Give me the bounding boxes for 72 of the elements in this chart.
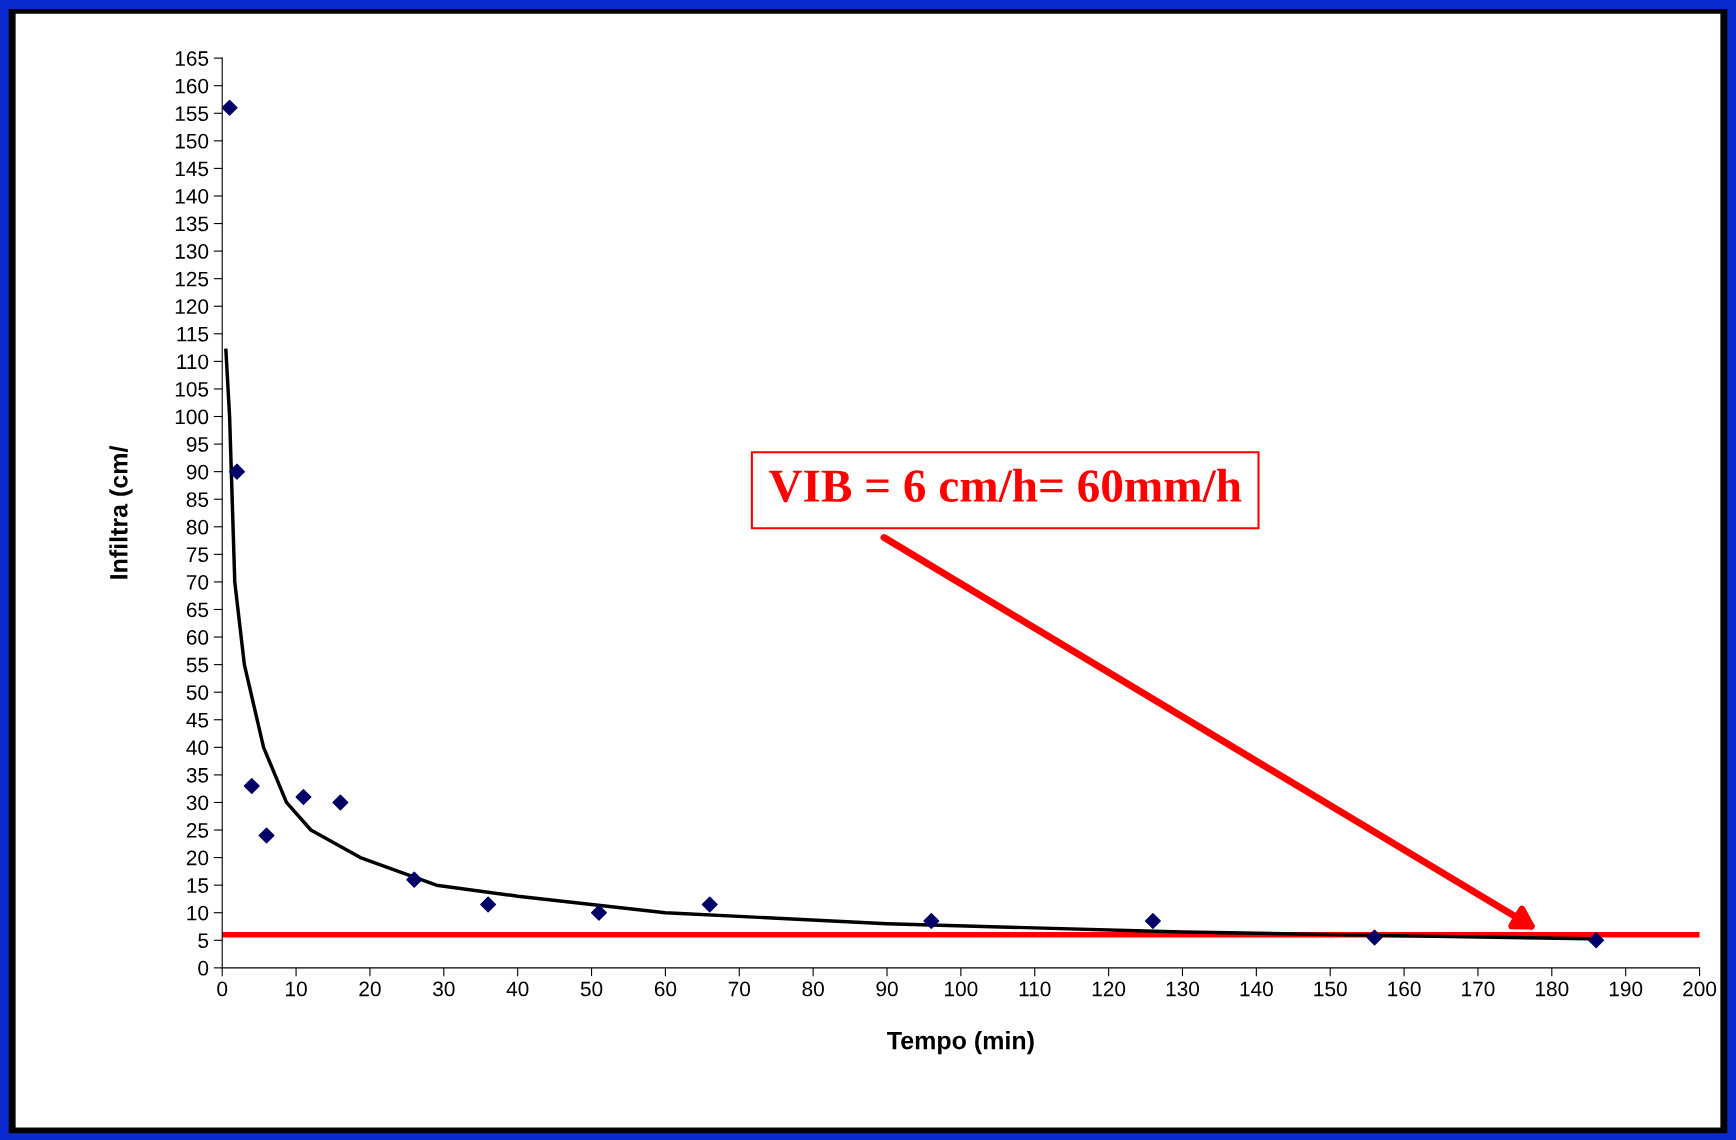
y-tick-label: 125 — [175, 271, 209, 287]
y-tick-label: 75 — [186, 547, 209, 563]
x-tick-label: 180 — [1536, 981, 1569, 997]
x-axis-title: Tempo (min) — [887, 1031, 1034, 1055]
point — [406, 871, 423, 888]
y-tick-label: 45 — [186, 712, 209, 728]
x-tick-label: 50 — [580, 981, 603, 997]
x-tick-label: 10 — [286, 981, 307, 997]
y-tick-label: 110 — [177, 354, 209, 370]
y-tick-label: 65 — [186, 602, 209, 618]
point — [258, 827, 275, 844]
x-tick-label: 150 — [1314, 981, 1347, 997]
point — [1588, 932, 1605, 949]
y-tick-label: 95 — [186, 437, 209, 452]
point — [243, 777, 260, 794]
x-tick-label: 120 — [1092, 981, 1126, 997]
y-tick-label: 155 — [175, 106, 209, 122]
x-tick-label: 170 — [1462, 981, 1495, 997]
x-tick-label: 160 — [1388, 981, 1421, 997]
x-tick-label: 60 — [654, 981, 677, 997]
x-tick-label: 190 — [1609, 981, 1643, 997]
y-tick-label: 35 — [186, 767, 209, 783]
y-tick-label: 30 — [186, 795, 209, 811]
y-tick-label: 15 — [187, 878, 209, 893]
point — [590, 904, 607, 921]
point — [222, 99, 238, 116]
point — [1366, 929, 1383, 946]
y-axis-title: Infiltra (cm/ — [109, 445, 133, 579]
x-tick-label: 30 — [433, 981, 455, 997]
y-tick-label: 20 — [186, 850, 209, 866]
x-tick-label: 90 — [876, 981, 898, 997]
y-tick-label: 130 — [175, 244, 209, 259]
x-tick-label: 20 — [359, 981, 381, 997]
point — [701, 896, 718, 913]
y-tick-label: 150 — [175, 133, 209, 149]
x-tick-label: 140 — [1240, 981, 1273, 997]
y-tick-label: 135 — [175, 216, 209, 232]
x-tick-label: 40 — [506, 981, 529, 997]
point — [480, 896, 497, 913]
point — [923, 913, 940, 929]
y-tick-label: 25 — [186, 823, 209, 838]
y-tick-label: 70 — [186, 574, 209, 590]
x-tick-label: 0 — [217, 981, 228, 997]
y-tick-label: 165 — [175, 51, 209, 66]
y-tick-label: 85 — [186, 492, 209, 507]
point — [295, 788, 312, 805]
x-tick-label: 130 — [1166, 981, 1200, 997]
x-tick-label: 80 — [802, 981, 824, 997]
y-tick-label: 0 — [198, 960, 209, 976]
y-tick-label: 140 — [175, 188, 209, 204]
x-tick-label: 70 — [728, 981, 751, 997]
y-tick-label: 50 — [186, 685, 209, 700]
point — [1144, 913, 1161, 929]
y-tick-label: 5 — [198, 933, 209, 949]
y-tick-label: 60 — [186, 630, 209, 645]
x-tick-label: 200 — [1683, 981, 1717, 997]
point — [332, 794, 349, 811]
y-tick-label: 90 — [186, 464, 209, 480]
annotation: VIB = 6 cm/h= 60mm/h — [768, 468, 1242, 503]
y-tick-label: 105 — [175, 381, 209, 397]
y-tick-label: 160 — [175, 78, 209, 94]
y-tick-label: 100 — [175, 409, 209, 425]
y-tick-label: 145 — [175, 161, 209, 177]
y-tick-label: 10 — [187, 905, 209, 921]
point — [229, 463, 245, 480]
y-tick-label: 120 — [175, 299, 209, 314]
y-tick-label: 40 — [186, 740, 209, 756]
x-tick-label: 110 — [1019, 981, 1051, 997]
x-tick-label: 100 — [945, 981, 978, 997]
y-tick-label: 55 — [186, 657, 209, 673]
y-tick-label: 115 — [177, 327, 209, 342]
y-tick-label: 80 — [186, 519, 209, 535]
